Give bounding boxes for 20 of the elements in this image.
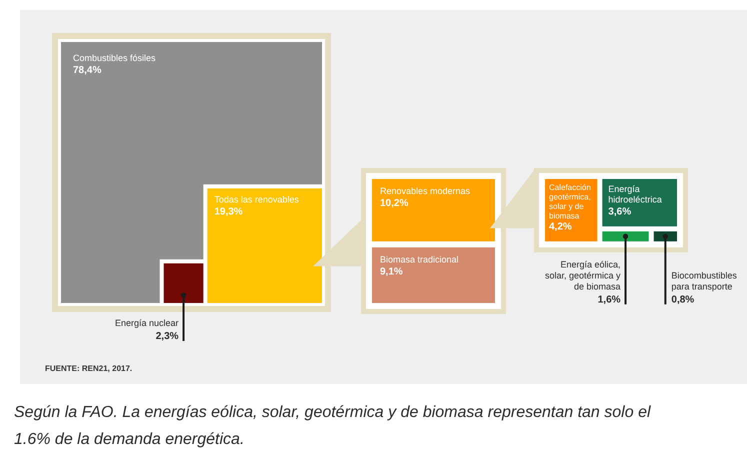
data-label: 10,2% bbox=[380, 198, 408, 209]
data-label: 4,2% bbox=[549, 222, 572, 232]
category-label: Calefacción geotérmica, solar y de biomasa bbox=[549, 183, 591, 220]
data-label: 78,4% bbox=[73, 65, 102, 76]
data-label: 3,6% bbox=[608, 206, 632, 218]
text: Según la FAO. La energías eólica, solar, geotérmica y de biomasa representan tan solo el 1.6% de la demanda energética. bbox=[14, 403, 652, 450]
data-label: 1,6% bbox=[598, 294, 621, 306]
category-label: Renovables modernas bbox=[380, 186, 471, 196]
data-label: 9,1% bbox=[380, 266, 403, 278]
category-label: Energía hidroeléctrica bbox=[608, 184, 662, 204]
category-label: Biocombustibles para transporte bbox=[671, 270, 738, 292]
source-note: FUENTE: REN21, 2017. bbox=[45, 364, 132, 373]
category-label: Todas las renovables bbox=[214, 194, 300, 204]
category-label: Biomasa tradicional bbox=[380, 254, 459, 264]
data-label: 19,3% bbox=[214, 206, 243, 218]
category-label: Energía eólica, solar, geotérmica y de biomasa bbox=[544, 259, 622, 292]
data-label: 0,8% bbox=[671, 294, 694, 306]
category-label: Energía nuclear bbox=[115, 318, 179, 328]
category-label: Combustibles fósiles bbox=[73, 53, 156, 63]
data-label: 2,3% bbox=[156, 331, 179, 342]
